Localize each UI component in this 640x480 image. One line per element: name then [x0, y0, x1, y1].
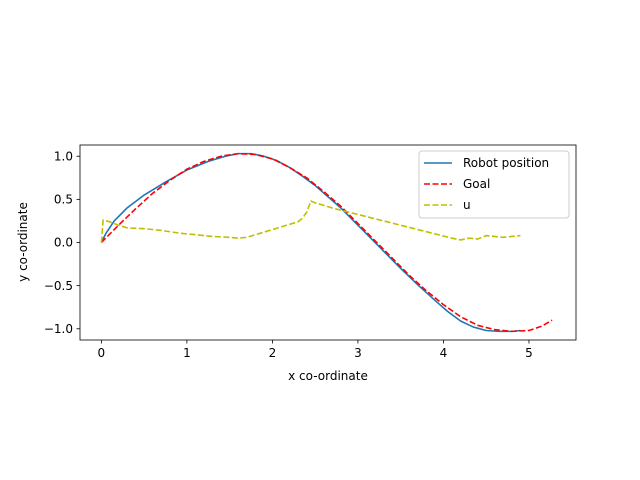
series-line-u	[100, 200, 521, 243]
x-tick-label: 2	[269, 346, 277, 360]
ticks: 0 1 2 3 4 5 1.0 0.5 0.0 −0.5 −1.0	[44, 149, 533, 360]
x-tick-label: 5	[525, 346, 533, 360]
x-tick-label: 4	[440, 346, 448, 360]
y-axis-label: y co-ordinate	[16, 202, 30, 282]
legend-label-u: u	[463, 198, 471, 212]
y-tick-label: 0.5	[54, 193, 73, 207]
series-line-goal	[100, 152, 553, 333]
x-tick-label: 3	[354, 346, 362, 360]
y-tick-label: −0.5	[44, 279, 73, 293]
legend: Robot position Goal u	[418, 150, 570, 219]
legend-label-goal: Goal	[463, 177, 490, 191]
legend-box	[418, 150, 570, 219]
y-tick-label: 1.0	[54, 149, 73, 163]
y-tick-label: −1.0	[44, 322, 73, 336]
y-tick-label: 0.0	[54, 236, 73, 250]
x-tick-label: 1	[183, 346, 191, 360]
legend-label-robot-position: Robot position	[463, 156, 549, 170]
x-tick-label: 0	[98, 346, 106, 360]
series-lines	[100, 152, 553, 333]
x-axis-label: x co-ordinate	[288, 369, 368, 383]
